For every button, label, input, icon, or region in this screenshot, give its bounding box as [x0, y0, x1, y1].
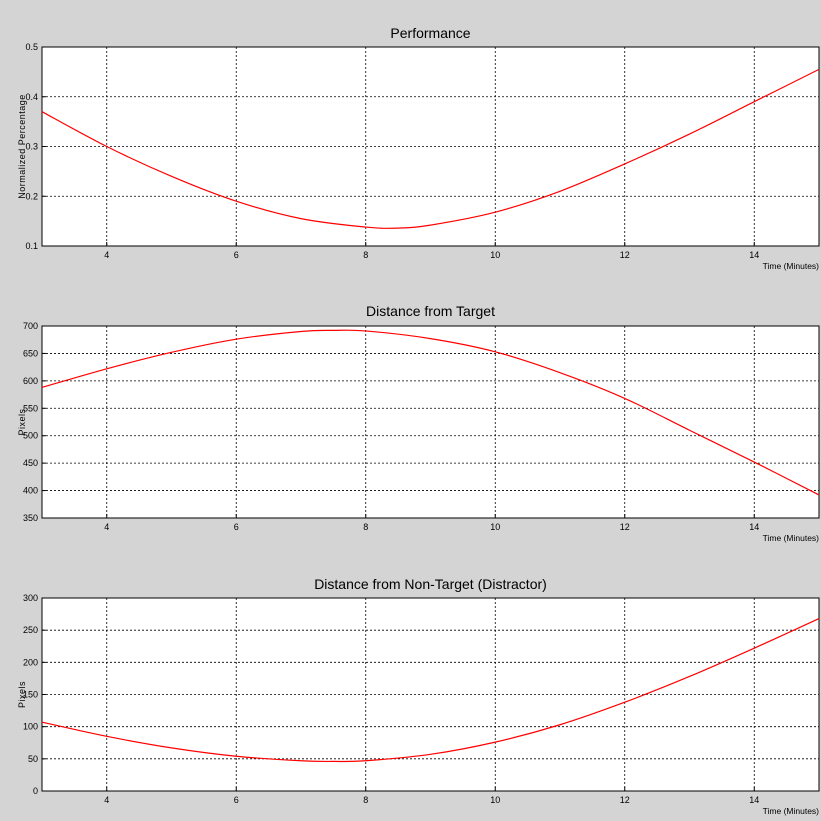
y-tick-label: 400 [23, 486, 38, 496]
y-tick-label: 450 [23, 458, 38, 468]
x-tick-label: 10 [490, 250, 500, 260]
x-tick-label: 10 [490, 795, 500, 805]
y-tick-label: 100 [23, 722, 38, 732]
chart-title: Performance [390, 25, 470, 41]
series-line [41, 618, 820, 763]
y-tick-label: 550 [23, 403, 38, 413]
x-tick-label: 12 [620, 795, 630, 805]
x-tick-label: 10 [490, 522, 500, 532]
y-tick-label: 250 [23, 625, 38, 635]
x-tick-label: 12 [620, 522, 630, 532]
y-tick-label: 0.4 [25, 92, 38, 102]
x-tick-label: 8 [363, 795, 368, 805]
x-axis-label: Time (Minutes) [763, 261, 820, 271]
x-axis-label: Time (Minutes) [763, 806, 820, 816]
y-tick-label: 650 [23, 348, 38, 358]
y-tick-label: 500 [23, 431, 38, 441]
y-tick-label: 600 [23, 376, 38, 386]
y-tick-label: 0.5 [25, 42, 38, 52]
x-tick-label: 14 [749, 250, 759, 260]
x-tick-label: 6 [234, 250, 239, 260]
chart-panel-1: Performance 4 6 8 10 12 14 0.1 0.2 0.3 0.4 0.5 Time … [17, 25, 820, 271]
series-line [41, 68, 820, 229]
x-tick-label: 14 [749, 795, 759, 805]
x-tick-label: 6 [234, 522, 239, 532]
y-tick-label: 0 [33, 786, 38, 796]
y-tick-label: 150 [23, 690, 38, 700]
y-tick-label: 0.2 [25, 191, 38, 201]
y-tick-label: 200 [23, 657, 38, 667]
chart-panel-3: Distance from Non-Target (Distractor) 4 6 8… [17, 576, 820, 816]
y-tick-label: 350 [23, 513, 38, 523]
chart-title: Distance from Non-Target (Distractor) [314, 576, 547, 592]
y-tick-label: 300 [23, 593, 38, 603]
x-tick-label: 8 [363, 522, 368, 532]
x-axis-label: Time (Minutes) [763, 533, 820, 543]
chart-panel-2: Distance from Target 4 6 8 10 12 14 350 400 450 50… [17, 303, 820, 543]
plot-area [41, 325, 820, 519]
series-line [41, 329, 820, 496]
y-tick-label: 0.1 [25, 241, 38, 251]
y-tick-label: 50 [28, 754, 38, 764]
x-tick-label: 6 [234, 795, 239, 805]
x-tick-label: 14 [749, 522, 759, 532]
y-tick-label: 0.3 [25, 142, 38, 152]
x-tick-label: 4 [104, 795, 109, 805]
y-axis-label: Pixels [17, 681, 27, 708]
y-tick-label: 700 [23, 321, 38, 331]
x-tick-label: 8 [363, 250, 368, 260]
x-tick-label: 12 [620, 250, 630, 260]
x-tick-label: 4 [104, 250, 109, 260]
x-tick-label: 4 [104, 522, 109, 532]
chart-title: Distance from Target [366, 303, 495, 319]
y-axis-label: Pixels [17, 408, 27, 435]
y-axis-label: Normalized Percentage [17, 94, 27, 199]
